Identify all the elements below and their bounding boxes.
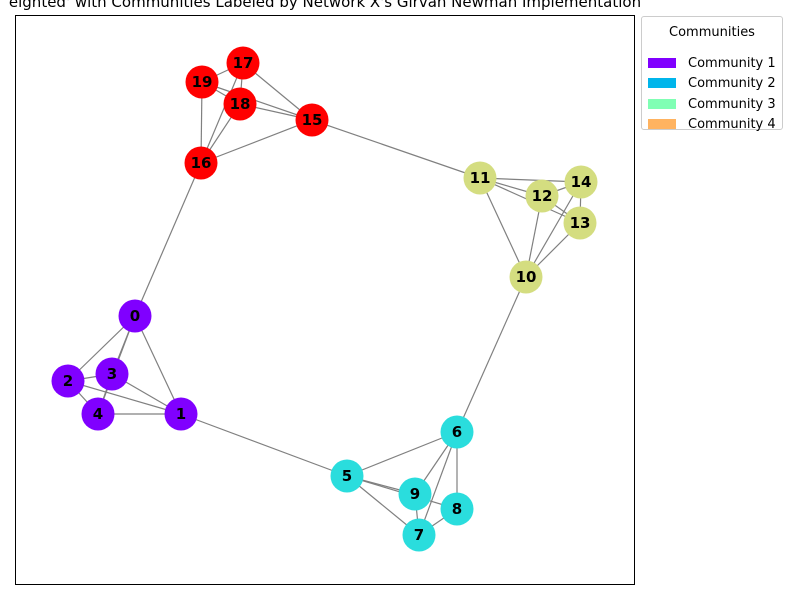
- edge-10-14: [525, 181, 582, 278]
- node-circle: [185, 65, 219, 99]
- edge-15-16: [200, 119, 313, 164]
- node-16: 16: [184, 146, 218, 180]
- legend-label: Community 4: [688, 116, 776, 132]
- node-label: 13: [570, 214, 591, 232]
- node-label: 6: [452, 423, 462, 441]
- node-circle: [223, 87, 257, 121]
- node-circle: [463, 161, 497, 195]
- node-9: 9: [398, 477, 432, 511]
- node-label: 10: [516, 268, 537, 286]
- node-circle: [164, 397, 198, 431]
- node-10: 10: [509, 260, 543, 294]
- node-label: 0: [130, 307, 140, 325]
- edge-1-5: [180, 413, 348, 477]
- node-circle: [402, 518, 436, 552]
- legend-swatch: [648, 78, 676, 88]
- plot-frame: [15, 15, 635, 585]
- edge-10-11: [479, 177, 527, 278]
- node-circle: [525, 179, 559, 213]
- node-label: 2: [63, 372, 73, 390]
- node-label: 5: [342, 467, 352, 485]
- node-label: 17: [233, 54, 254, 72]
- legend: Communities Community 1 Community 2 Comm…: [641, 16, 783, 132]
- node-1: 1: [164, 397, 198, 431]
- node-circle: [563, 206, 597, 240]
- edge-16-17: [200, 62, 244, 164]
- node-circle: [440, 415, 474, 449]
- edge-5-6: [346, 431, 458, 477]
- legend-item-community-2: Community 2: [648, 75, 776, 91]
- edge-1-2: [67, 380, 182, 415]
- node-circle: [184, 146, 218, 180]
- node-17: 17: [226, 46, 260, 80]
- node-circle: [226, 46, 260, 80]
- node-label: 18: [230, 95, 251, 113]
- node-circle: [51, 364, 85, 398]
- edge-6-10: [456, 276, 527, 433]
- node-circle: [330, 459, 364, 493]
- legend-item-community-3: Community 3: [648, 96, 776, 112]
- edge-15-19: [201, 81, 313, 121]
- node-label: 4: [93, 405, 103, 423]
- node-label: 15: [302, 111, 323, 129]
- legend-swatch: [648, 58, 676, 68]
- node-19: 19: [185, 65, 219, 99]
- node-3: 3: [95, 357, 129, 391]
- edge-0-1: [134, 315, 182, 415]
- node-circle: [81, 397, 115, 431]
- node-circle: [95, 357, 129, 391]
- edge-11-15: [311, 119, 481, 179]
- node-6: 6: [440, 415, 474, 449]
- node-circle: [509, 260, 543, 294]
- node-label: 8: [452, 500, 462, 518]
- legend-label: Community 3: [688, 96, 776, 112]
- node-circle: [118, 299, 152, 333]
- node-5: 5: [330, 459, 364, 493]
- node-label: 14: [571, 173, 592, 191]
- node-7: 7: [402, 518, 436, 552]
- legend-item-community-1: Community 1: [648, 55, 776, 71]
- node-2: 2: [51, 364, 85, 398]
- chart-title: eighted' with Communities Labeled by Net…: [8, 0, 642, 11]
- edge-0-16: [134, 162, 202, 317]
- legend-label: Community 2: [688, 75, 776, 91]
- node-label: 9: [410, 485, 420, 503]
- node-18: 18: [223, 87, 257, 121]
- node-12: 12: [525, 179, 559, 213]
- legend-swatch: [648, 119, 676, 129]
- legend-label: Community 1: [688, 55, 776, 71]
- edge-11-14: [479, 177, 582, 183]
- node-label: 7: [414, 526, 424, 544]
- legend-item-community-4: Community 4: [648, 116, 776, 132]
- node-4: 4: [81, 397, 115, 431]
- node-label: 12: [532, 187, 553, 205]
- node-15: 15: [295, 103, 329, 137]
- legend-title: Communities: [669, 25, 755, 40]
- node-label: 1: [176, 405, 186, 423]
- node-0: 0: [118, 299, 152, 333]
- node-circle: [564, 165, 598, 199]
- node-label: 3: [107, 365, 117, 383]
- legend-swatch: [648, 99, 676, 109]
- node-label: 11: [470, 169, 491, 187]
- node-label: 19: [192, 73, 213, 91]
- node-11: 11: [463, 161, 497, 195]
- node-13: 13: [563, 206, 597, 240]
- node-label: 16: [191, 154, 212, 172]
- edge-6-7: [418, 431, 458, 536]
- edge-layer: [67, 62, 582, 536]
- node-circle: [295, 103, 329, 137]
- node-circle: [440, 492, 474, 526]
- node-circle: [398, 477, 432, 511]
- node-8: 8: [440, 492, 474, 526]
- node-14: 14: [564, 165, 598, 199]
